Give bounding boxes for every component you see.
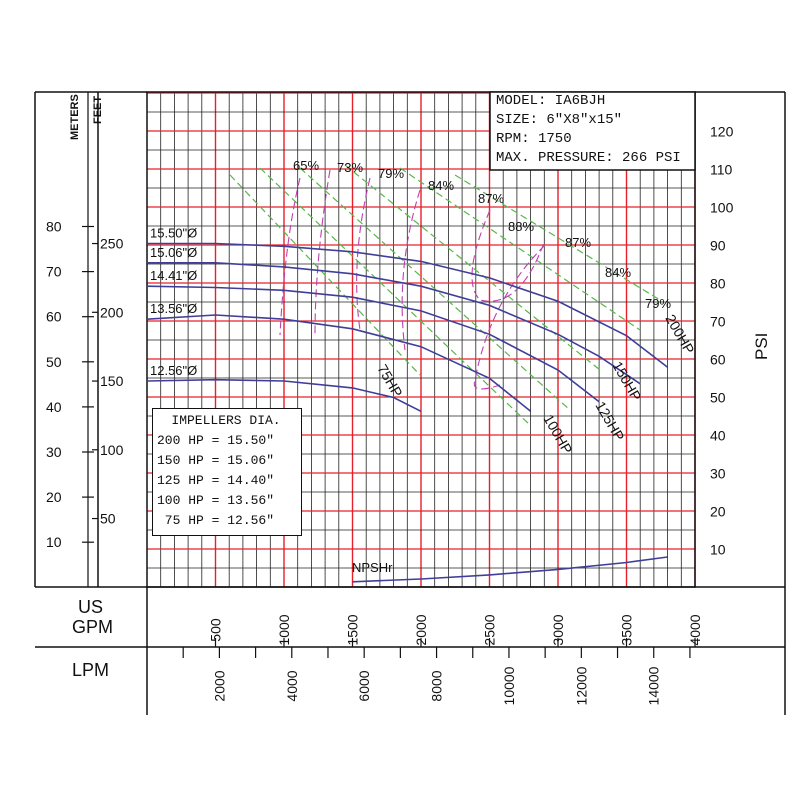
power-iso-line: [401, 189, 421, 351]
psi-tick-label: 40: [710, 427, 726, 443]
gpm-tick-label: 3000: [550, 614, 566, 645]
psi-tick-label: 60: [710, 351, 726, 367]
info-box-frame: [489, 91, 696, 171]
feet-tick-label: 250: [100, 236, 124, 252]
efficiency-label: 84%: [605, 265, 631, 280]
power-label: 125HP: [592, 399, 627, 444]
gpm-tick-label: 1000: [276, 614, 292, 645]
psi-tick-label: 90: [710, 237, 726, 253]
psi-tick-label: 70: [710, 313, 726, 329]
gpm-tick-label: 1500: [345, 614, 361, 645]
efficiency-label: 65%: [293, 158, 319, 173]
meters-tick-label: 40: [46, 399, 62, 415]
gpm-tick-label: 3500: [619, 614, 635, 645]
psi-tick-label: 110: [710, 162, 733, 178]
meters-tick-label: 50: [46, 354, 62, 370]
efficiency-label: 79%: [645, 296, 671, 311]
meters-tick-label: 60: [46, 309, 62, 325]
impeller-row: 75 HP = 12.56": [157, 513, 275, 528]
efficiency-iso-line: [399, 167, 641, 331]
efficiency-iso-line: [229, 174, 421, 376]
impeller-row: 150 HP = 15.06": [157, 453, 275, 468]
impeller-row: 200 HP = 15.50": [157, 433, 275, 448]
head-curve-1: [147, 262, 641, 385]
head-curve-3: [146, 314, 532, 412]
npsh-curve: [352, 556, 668, 583]
efficiency-iso-line: [299, 167, 571, 411]
psi-tick-label: 10: [710, 541, 726, 557]
gpm-tick-label: 500: [208, 618, 224, 642]
head-curve-2: [146, 285, 600, 403]
psi-axis-label: PSI: [752, 333, 771, 360]
efficiency-label: 84%: [428, 178, 454, 193]
feet-tick-label: 50: [100, 511, 116, 527]
efficiency-label: 88%: [508, 219, 534, 234]
rpm-text: RPM: 1750: [496, 131, 572, 147]
model-text: MODEL: IA6BJH: [496, 93, 606, 109]
psi-tick-label: 30: [710, 465, 726, 481]
psi-tick-label: 50: [710, 389, 726, 405]
psi-tick-label: 100: [710, 200, 734, 216]
lpm-tick-label: 14000: [646, 666, 662, 705]
impeller-curve-label: 12.56"Ø: [150, 363, 197, 378]
power-iso-line: [471, 209, 546, 302]
efficiency-label: 73%: [337, 160, 363, 175]
meters-tick-label: 30: [46, 444, 62, 460]
impeller-curve-label: 14.41"Ø: [150, 268, 197, 283]
lpm-tick-label: 2000: [211, 670, 227, 701]
impeller-curve-label: 13.56"Ø: [150, 301, 197, 316]
efficiency-iso-line: [454, 174, 661, 301]
meters-tick-label: 80: [46, 219, 62, 235]
power-iso-line: [314, 169, 331, 336]
head-curve-0: [147, 242, 669, 368]
gpm-tick-label: 4000: [687, 614, 703, 645]
lpm-tick-label: 10000: [501, 666, 517, 705]
impeller-row: 100 HP = 13.56": [157, 493, 275, 508]
power-iso-line: [356, 177, 371, 331]
feet-axis-label: FEET: [92, 96, 104, 124]
pump-info-box: MODEL: IA6BJH SIZE: 6"X8"x15" RPM: 1750 …: [492, 92, 697, 170]
lpm-tick-label: 4000: [284, 670, 300, 701]
psi-tick-label: 80: [710, 275, 726, 291]
meters-tick-label: 10: [46, 534, 62, 550]
psi-tick-label: 120: [710, 124, 734, 140]
impellers-title: IMPELLERS DIA.: [171, 413, 281, 428]
meters-tick-label: 20: [46, 489, 62, 505]
meters-axis-label: METERS: [69, 94, 81, 140]
psi-tick-label: 20: [710, 503, 726, 519]
feet-tick-label: 100: [100, 442, 124, 458]
head-curve-4: [146, 378, 422, 413]
power-iso-line: [473, 244, 546, 390]
impeller-row: 125 HP = 14.40": [157, 473, 275, 488]
lpm-tick-label: 6000: [356, 670, 372, 701]
gpm-tick-label: 2500: [482, 614, 498, 645]
gpm-axis-label-gpm: GPM: [72, 617, 113, 637]
impeller-curve-label: 15.06"Ø: [150, 245, 197, 260]
feet-tick-label: 200: [100, 304, 124, 320]
impellers-legend-box: IMPELLERS DIA. 200 HP = 15.50" 150 HP = …: [152, 408, 302, 536]
feet-tick-label: 150: [100, 373, 124, 389]
power-iso-line: [279, 177, 301, 336]
efficiency-label: 87%: [478, 191, 504, 206]
power-label: 100HP: [540, 412, 575, 457]
size-text: SIZE: 6"X8"x15": [496, 112, 623, 128]
gpm-tick-label: 2000: [413, 614, 429, 645]
pressure-text: MAX. PRESSURE: 266 PSI: [496, 150, 681, 166]
meters-tick-label: 70: [46, 264, 62, 280]
lpm-axis-label: LPM: [72, 660, 109, 680]
efficiency-label: 87%: [565, 235, 591, 250]
lpm-tick-label: 8000: [429, 670, 445, 701]
npsh-label: NPSHr: [352, 560, 393, 575]
grid-lines: [146, 92, 696, 588]
lpm-tick-label: 12000: [573, 666, 589, 705]
efficiency-label: 79%: [378, 166, 404, 181]
impeller-curve-label: 15.50"Ø: [150, 226, 197, 241]
gpm-axis-label-us: US: [78, 597, 103, 617]
efficiency-iso-line: [259, 167, 531, 426]
